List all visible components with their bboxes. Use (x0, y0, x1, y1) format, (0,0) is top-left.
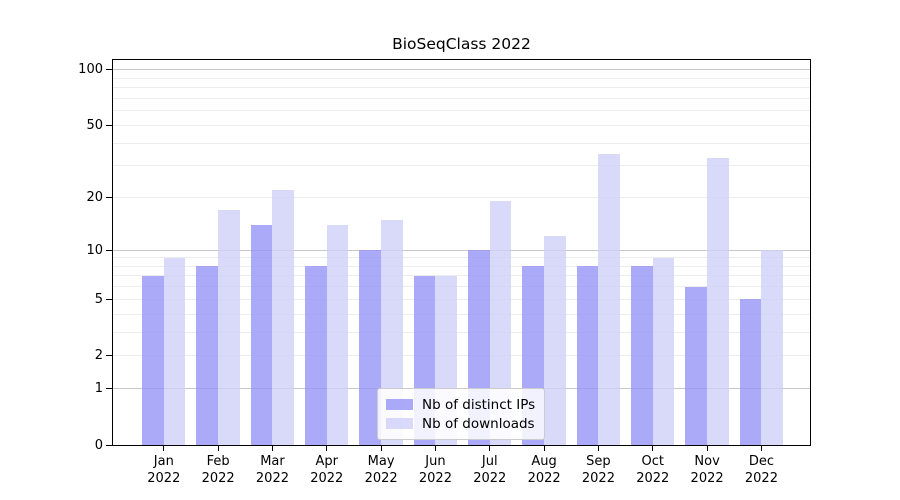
gridline-minor (113, 313, 810, 315)
x-tick-mark (543, 446, 545, 451)
y-tick-label: 20 (86, 189, 103, 205)
y-tick-label: 2 (94, 348, 103, 364)
x-tick-mark (326, 446, 328, 451)
y-tick-mark (106, 444, 113, 446)
bar-downloads-sep (598, 153, 621, 445)
x-tick-label-jan: Jan 2022 (147, 454, 181, 486)
bar-downloads-jan (163, 257, 186, 445)
bar-distinct-ips-dec (739, 299, 762, 445)
gridline-major (113, 69, 810, 71)
legend-label: Nb of distinct IPs (422, 396, 536, 413)
gridline-minor (113, 142, 810, 144)
y-tick-mark (106, 69, 113, 71)
x-tick-mark (652, 446, 654, 451)
legend-swatch-distinct-ips (386, 399, 413, 410)
y-tick-label: 50 (86, 117, 103, 133)
gridline-minor (113, 97, 810, 99)
bar-downloads-feb (218, 210, 240, 445)
y-tick-mark (106, 249, 113, 251)
gridline-minor (113, 275, 810, 277)
gridline-minor (113, 87, 810, 89)
bar-downloads-oct (652, 257, 675, 445)
bar-downloads-dec (761, 250, 784, 445)
legend-item: Nb of distinct IPs (386, 395, 536, 414)
x-tick-mark (271, 446, 274, 451)
x-tick-label-aug: Aug 2022 (527, 454, 561, 486)
y-tick-mark (106, 196, 113, 199)
bar-distinct-ips-apr (305, 266, 327, 445)
gridline-minor (113, 286, 810, 288)
gridline-minor (113, 355, 810, 357)
y-tick-mark (106, 124, 113, 127)
x-tick-label-sep: Sep 2022 (581, 454, 615, 486)
x-tick-label-jul: Jul 2022 (473, 454, 507, 486)
x-tick-mark (217, 446, 219, 451)
bar-distinct-ips-sep (576, 266, 599, 445)
x-tick-label-mar: Mar 2022 (255, 454, 289, 486)
gridline-minor (113, 298, 810, 300)
bar-distinct-ips-nov (685, 286, 708, 445)
x-tick-mark (706, 446, 708, 451)
legend: Nb of distinct IPs Nb of downloads (377, 388, 545, 440)
legend-label: Nb of downloads (422, 415, 535, 432)
gridline-minor (113, 257, 810, 259)
x-tick-mark (380, 446, 382, 451)
x-tick-label-jun: Jun 2022 (418, 454, 452, 486)
y-tick-mark (106, 298, 113, 301)
gridline-major (113, 249, 810, 251)
bar-distinct-ips-may (359, 250, 382, 445)
gridline-minor (113, 110, 810, 112)
y-tick-label: 0 (94, 437, 103, 453)
x-tick-label-may: May 2022 (364, 454, 398, 486)
bar-distinct-ips-feb (196, 266, 219, 445)
x-tick-mark (760, 446, 763, 451)
bar-downloads-mar (272, 190, 295, 445)
bar-downloads-nov (707, 158, 729, 445)
x-tick-label-apr: Apr 2022 (310, 454, 344, 486)
x-tick-label-feb: Feb 2022 (201, 454, 235, 486)
y-tick-label: 10 (86, 242, 103, 258)
gridline-minor (113, 165, 810, 167)
gridline-minor (113, 124, 810, 126)
bar-downloads-jul (489, 201, 512, 445)
x-tick-mark (163, 446, 165, 451)
y-tick-label: 1 (94, 381, 103, 397)
bar-distinct-ips-oct (631, 266, 653, 445)
x-tick-label-nov: Nov 2022 (690, 454, 724, 486)
y-tick-mark (106, 355, 113, 357)
x-tick-label-oct: Oct 2022 (636, 454, 670, 486)
y-tick-label: 5 (94, 291, 103, 307)
bar-downloads-apr (326, 224, 349, 445)
gridline-minor (113, 77, 810, 79)
bar-downloads-aug (544, 236, 566, 445)
y-tick-label: 100 (78, 62, 103, 78)
x-tick-mark (597, 446, 600, 451)
chart-title: BioSeqClass 2022 (392, 35, 531, 53)
x-tick-mark (434, 446, 437, 451)
gridline-minor (113, 265, 810, 267)
gridline-minor (113, 196, 810, 198)
x-tick-label-dec: Dec 2022 (744, 454, 778, 486)
bar-distinct-ips-jan (142, 275, 164, 445)
legend-swatch-downloads (386, 418, 413, 429)
gridline-minor (113, 331, 810, 333)
bar-distinct-ips-mar (250, 224, 273, 445)
x-tick-mark (489, 446, 491, 451)
y-tick-mark (106, 388, 113, 390)
legend-item: Nb of downloads (386, 414, 536, 433)
